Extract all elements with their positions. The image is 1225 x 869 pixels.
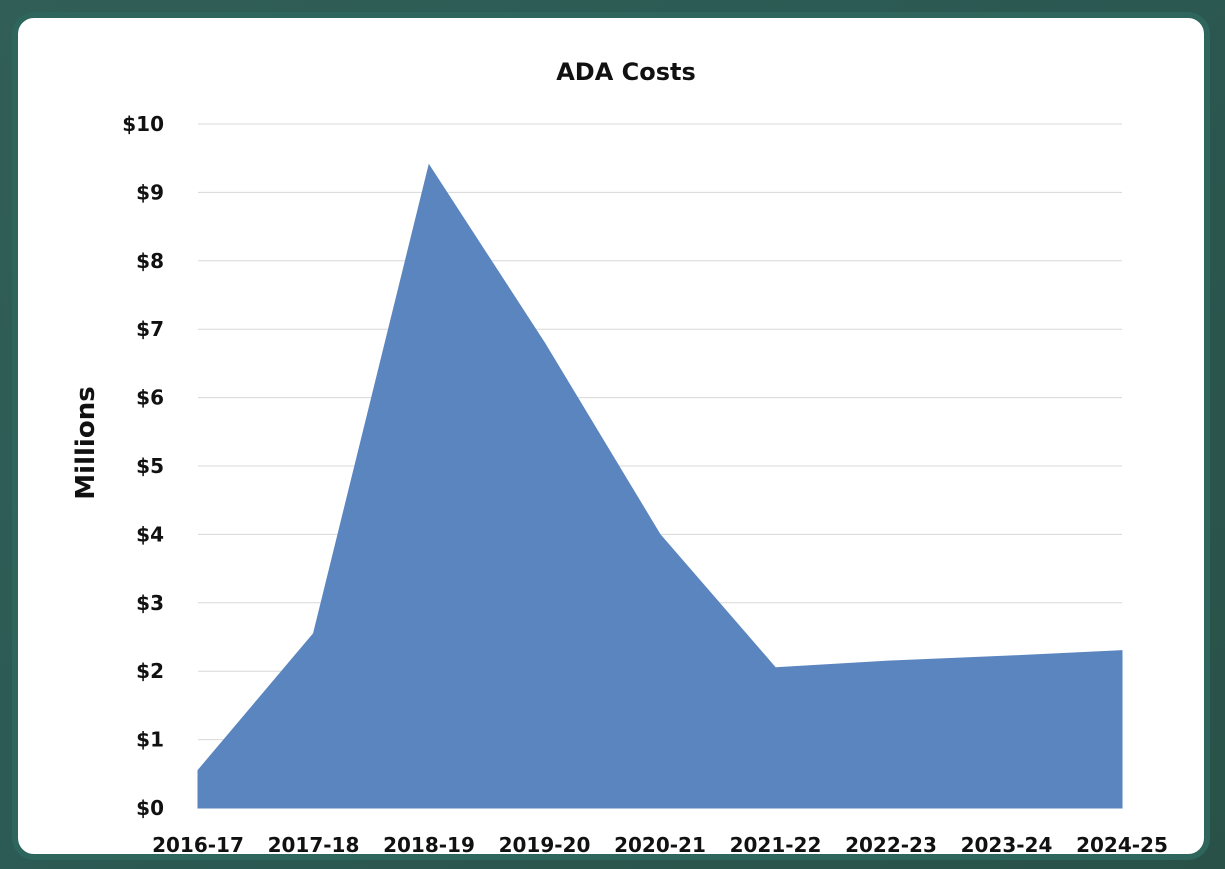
x-axis-ticks: 2016-17 2017-18 2018-19 2019-20 2020-21 2021-…: [152, 833, 1168, 857]
y-tick-label: $0: [136, 796, 164, 820]
x-tick-label: 2024-25: [1076, 833, 1168, 857]
chart-svg: ADA Costs Millions $0$1$2$3$4$5$6$7$8$9$…: [71, 58, 1168, 857]
y-tick-label: $8: [136, 249, 164, 273]
x-tick-label: 2016-17: [152, 833, 244, 857]
y-tick-label: $10: [122, 112, 164, 136]
y-tick-label: $9: [136, 180, 164, 204]
y-tick-label: $5: [136, 454, 164, 478]
y-tick-label: $3: [136, 591, 164, 615]
y-tick-label: $1: [136, 728, 164, 752]
area-mark: [197, 163, 1123, 809]
x-tick-label: 2018-19: [383, 833, 475, 857]
y-tick-label: $4: [136, 522, 164, 546]
x-tick-label: 2023-24: [961, 833, 1053, 857]
chart-title: ADA Costs: [556, 58, 696, 86]
area-series: [197, 163, 1123, 809]
x-tick-label: 2017-18: [268, 833, 360, 857]
y-tick-label: $6: [136, 386, 164, 410]
x-tick-label: 2022-23: [845, 833, 937, 857]
x-tick-label: 2020-21: [614, 833, 706, 857]
chart-card: ADA Costs Millions $0 $1 $2 $3 $4 $5 $6 $7 $8 $9 $…: [12, 12, 1210, 860]
y-tick-label: $7: [136, 317, 164, 341]
y-tick-label: $2: [136, 659, 164, 683]
y-axis-label: Millions: [71, 386, 101, 499]
x-tick-label: 2019-20: [499, 833, 591, 857]
x-tick-label: 2021-22: [730, 833, 822, 857]
y-axis-ticks: $0 $1 $2 $3 $4 $5 $6 $7 $8 $9 $10: [122, 112, 164, 820]
